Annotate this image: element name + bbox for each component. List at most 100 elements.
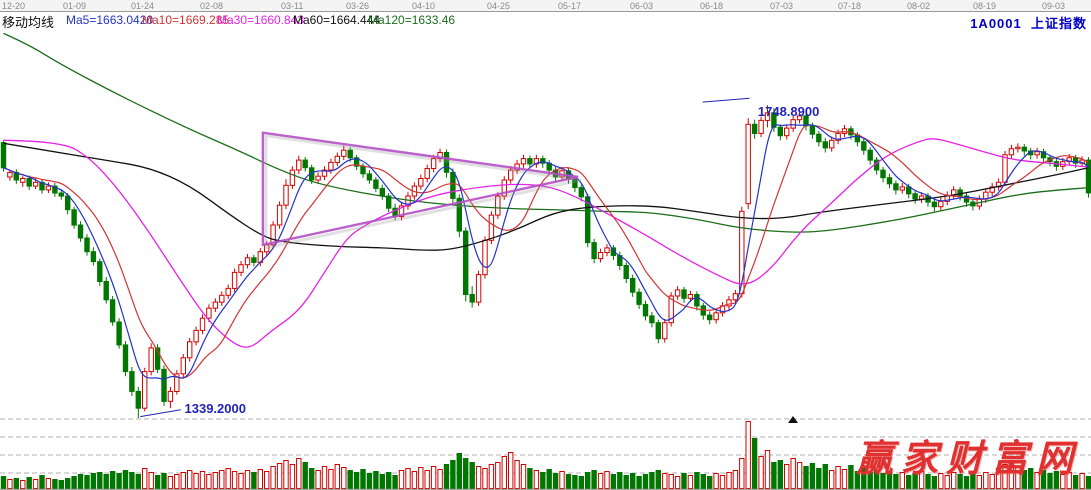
- volume-bar: [1079, 473, 1085, 489]
- volume-bar: [886, 471, 893, 489]
- candle-down: [26, 178, 32, 187]
- volume-bar: [745, 421, 751, 489]
- candle-down: [353, 157, 360, 167]
- volume-bar: [366, 473, 373, 489]
- date-label: 03-11: [281, 1, 304, 11]
- candle-up: [713, 312, 719, 321]
- volume-bar: [199, 471, 206, 489]
- volume-bar: [430, 466, 437, 489]
- candle-up: [424, 168, 430, 179]
- candle-up: [758, 119, 764, 134]
- volume-bar: [225, 468, 231, 489]
- volume-bar: [848, 465, 854, 489]
- candle-down: [540, 158, 546, 164]
- volume-bar: [109, 471, 116, 489]
- volume-bar: [822, 464, 828, 489]
- candle-down: [103, 281, 109, 301]
- volume-bar: [687, 475, 694, 489]
- volume-bar: [353, 472, 360, 489]
- indicator-header: 移动均线 Ma5=1663.0420 Ma10=1669.285 Ma30=16…: [0, 12, 1091, 31]
- volume-bar: [995, 468, 1002, 489]
- volume-bar: [65, 478, 71, 489]
- candle-down: [649, 315, 655, 324]
- candle-up: [604, 247, 610, 253]
- volume-bar: [77, 474, 84, 489]
- candle-down: [681, 289, 687, 299]
- volume-bar: [411, 471, 418, 489]
- ma5-value-label: Ma5=1663.0420: [66, 13, 154, 27]
- volume-bar: [694, 472, 700, 489]
- volume-bar: [469, 462, 475, 489]
- candle-up: [764, 112, 771, 121]
- volume-bar: [289, 464, 296, 489]
- volume-bar: [758, 456, 764, 489]
- volume-bar: [13, 478, 20, 489]
- candle-up: [796, 115, 803, 121]
- volume-bar: [867, 472, 873, 489]
- candle-down: [251, 257, 257, 263]
- symbol-code: 1A0001: [970, 16, 1022, 31]
- date-label: 09-03: [1042, 1, 1066, 11]
- candle-down: [931, 201, 938, 208]
- volume-bar: [424, 470, 430, 489]
- volume-bar: [668, 474, 674, 489]
- volume-bar: [591, 470, 597, 489]
- volume-bar: [951, 472, 957, 489]
- candle-down: [379, 187, 386, 197]
- volume-bar: [360, 469, 366, 489]
- volume-bar: [681, 473, 687, 489]
- candle-up: [1008, 148, 1015, 156]
- volume-bar: [219, 470, 225, 489]
- volume-bar: [302, 462, 308, 489]
- volume-bar: [1008, 460, 1015, 489]
- volume-bar: [559, 471, 565, 489]
- volume-bar: [784, 464, 790, 489]
- candle-down: [867, 149, 873, 161]
- volume-bar: [456, 453, 463, 489]
- volume-bar: [700, 474, 706, 489]
- volume-bar: [861, 468, 867, 489]
- volume-bar: [829, 470, 835, 489]
- volume-bar: [527, 468, 533, 489]
- volume-bar: [244, 470, 251, 489]
- date-axis-strip: 12-20 01-09 01-24 02-08 03-11 03-26 04-10 04-25…: [0, 0, 1091, 12]
- volume-bar: [231, 471, 238, 489]
- volume-bar: [501, 456, 508, 489]
- volume-bar: [129, 472, 135, 489]
- volume-bar: [963, 476, 970, 489]
- volume-bar: [578, 476, 584, 489]
- volume-bar: [835, 466, 841, 489]
- candle-down: [751, 123, 758, 135]
- candle-up: [482, 239, 488, 276]
- candle-up: [841, 128, 848, 134]
- volume-bar: [803, 466, 809, 489]
- annotation-leader-line: [702, 97, 750, 103]
- candle-up: [508, 169, 514, 181]
- candle-down: [642, 303, 649, 317]
- volume-bar: [418, 467, 424, 489]
- volume-bar: [918, 471, 925, 489]
- volume-bar: [655, 470, 661, 489]
- date-label: 05-17: [558, 1, 582, 11]
- volume-bar: [39, 475, 45, 489]
- candle-up: [989, 186, 995, 193]
- candle-down: [84, 237, 90, 253]
- candle-up: [289, 169, 296, 186]
- candle-down: [347, 149, 353, 159]
- candle-down: [809, 125, 816, 135]
- candle-up: [315, 175, 321, 181]
- volume-bar: [90, 473, 97, 489]
- volume-bar: [880, 473, 886, 489]
- candle-down: [373, 179, 379, 189]
- volume-bar: [309, 468, 315, 489]
- volume-bar: [450, 460, 456, 489]
- candle-down: [886, 177, 893, 185]
- volume-bar: [161, 473, 167, 489]
- price-annotation-low: 1339.2000: [185, 401, 246, 416]
- candle-down: [366, 173, 373, 181]
- volume-bar: [520, 464, 527, 489]
- volume-bar: [251, 472, 257, 489]
- volume-bar: [122, 470, 129, 489]
- volume-bar: [604, 471, 610, 489]
